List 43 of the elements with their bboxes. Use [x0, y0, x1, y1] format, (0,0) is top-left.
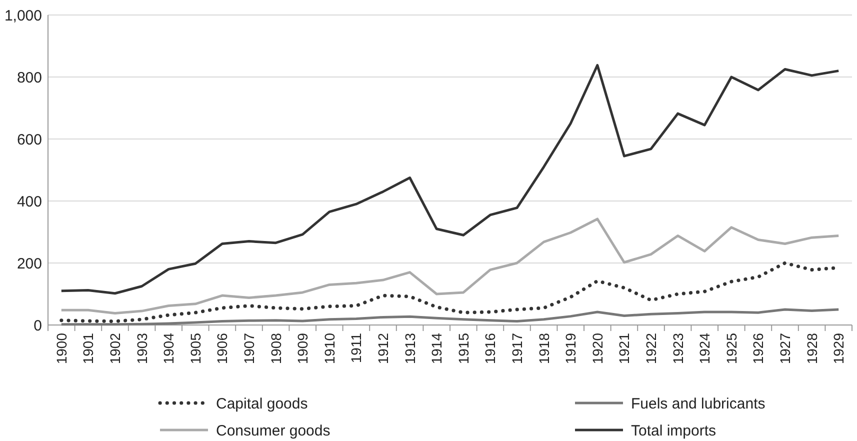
legend-label: Consumer goods [216, 422, 330, 440]
x-tick-label: 1904 [160, 332, 177, 364]
y-tick-label: 200 [16, 255, 42, 272]
x-tick-label: 1923 [670, 332, 686, 364]
line-series [60, 218, 840, 314]
x-tick-label: 1906 [214, 332, 230, 364]
x-tick-label: 1913 [402, 332, 418, 364]
x-tick-label: 1910 [321, 332, 338, 364]
x-tick-label: 1928 [804, 332, 820, 364]
x-tick-label: 1914 [428, 332, 445, 364]
x-tick-label: 1902 [107, 332, 123, 364]
x-tick-label: 1925 [723, 332, 740, 364]
x-tick-label: 1909 [294, 332, 311, 364]
legend-label: Capital goods [216, 395, 308, 412]
x-tick-label: 1903 [134, 332, 150, 364]
x-tick-label: 1911 [348, 332, 364, 364]
x-tick-label: 1908 [268, 332, 284, 364]
line-series [60, 308, 840, 326]
x-tick-label: 1927 [777, 332, 793, 364]
x-tick-label: 1921 [616, 332, 632, 364]
y-tick-label: 600 [16, 131, 42, 148]
y-tick-label: 800 [16, 69, 42, 86]
x-tick-label: 1926 [750, 332, 766, 364]
legend-label: Fuels and lubricants [631, 395, 766, 412]
x-tick-label: 1924 [696, 332, 713, 364]
y-tick-label: 1,000 [4, 7, 42, 24]
x-tick-label: 1916 [482, 332, 498, 364]
x-tick-label: 1919 [562, 332, 579, 364]
x-tick-label: 1900 [53, 332, 70, 364]
x-tick-label: 1901 [80, 332, 96, 364]
x-tick-label: 1912 [375, 332, 391, 364]
x-tick-label: 1915 [455, 332, 472, 364]
x-tick-label: 1922 [643, 332, 659, 364]
x-tick-label: 1907 [241, 332, 257, 364]
line-series [60, 64, 840, 295]
y-tick-label: 0 [34, 317, 42, 334]
x-tick-label: 1929 [830, 332, 847, 364]
legend-label: Total imports [631, 422, 716, 440]
x-tick-label: 1918 [536, 332, 552, 364]
x-tick-label: 1917 [509, 332, 525, 364]
x-tick-label: 1905 [187, 332, 204, 364]
x-tick-label: 1920 [589, 332, 606, 364]
y-tick-label: 400 [16, 193, 42, 210]
